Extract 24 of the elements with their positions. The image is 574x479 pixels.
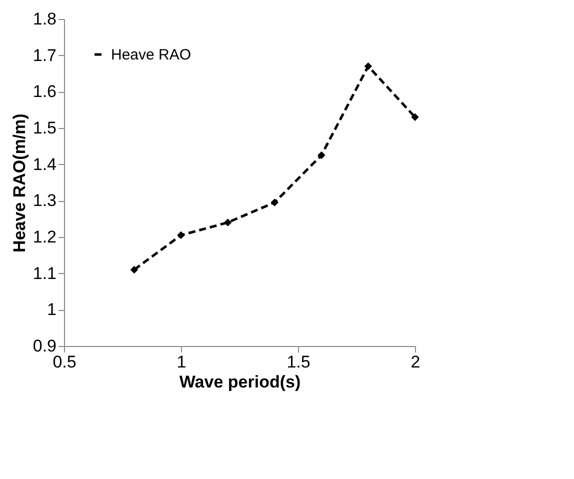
x-tick-label: 2 — [410, 352, 420, 372]
point — [364, 62, 372, 70]
y-tick-label: 1.4 — [32, 154, 56, 174]
x-tick-label: 1 — [176, 352, 186, 372]
y-tick-label: 1.2 — [32, 228, 56, 246]
y-tick-label: 1.6 — [32, 82, 56, 102]
point — [130, 266, 138, 274]
point — [224, 218, 232, 226]
y-tick-label: 1.7 — [32, 46, 56, 65]
x-axis-title: Wave period(s) — [179, 372, 301, 392]
x-tick-label: 0.5 — [52, 352, 76, 372]
y-tick-label: 1 — [47, 300, 56, 320]
y-tick-label: 1.1 — [32, 264, 56, 283]
legend-label: Heave RAO — [111, 46, 192, 64]
point — [270, 198, 278, 206]
y-tick-label: 1.3 — [32, 191, 56, 210]
point — [318, 151, 326, 160]
point — [177, 231, 185, 240]
y-tick-label: 1.8 — [32, 10, 56, 28]
x-tick-label: 1.5 — [286, 352, 310, 372]
y-tick-label: 1.5 — [32, 118, 56, 138]
y-tick-label: 0.9 — [32, 336, 56, 356]
point — [411, 113, 419, 121]
y-axis-title: Heave RAO(m/m) — [10, 114, 29, 252]
